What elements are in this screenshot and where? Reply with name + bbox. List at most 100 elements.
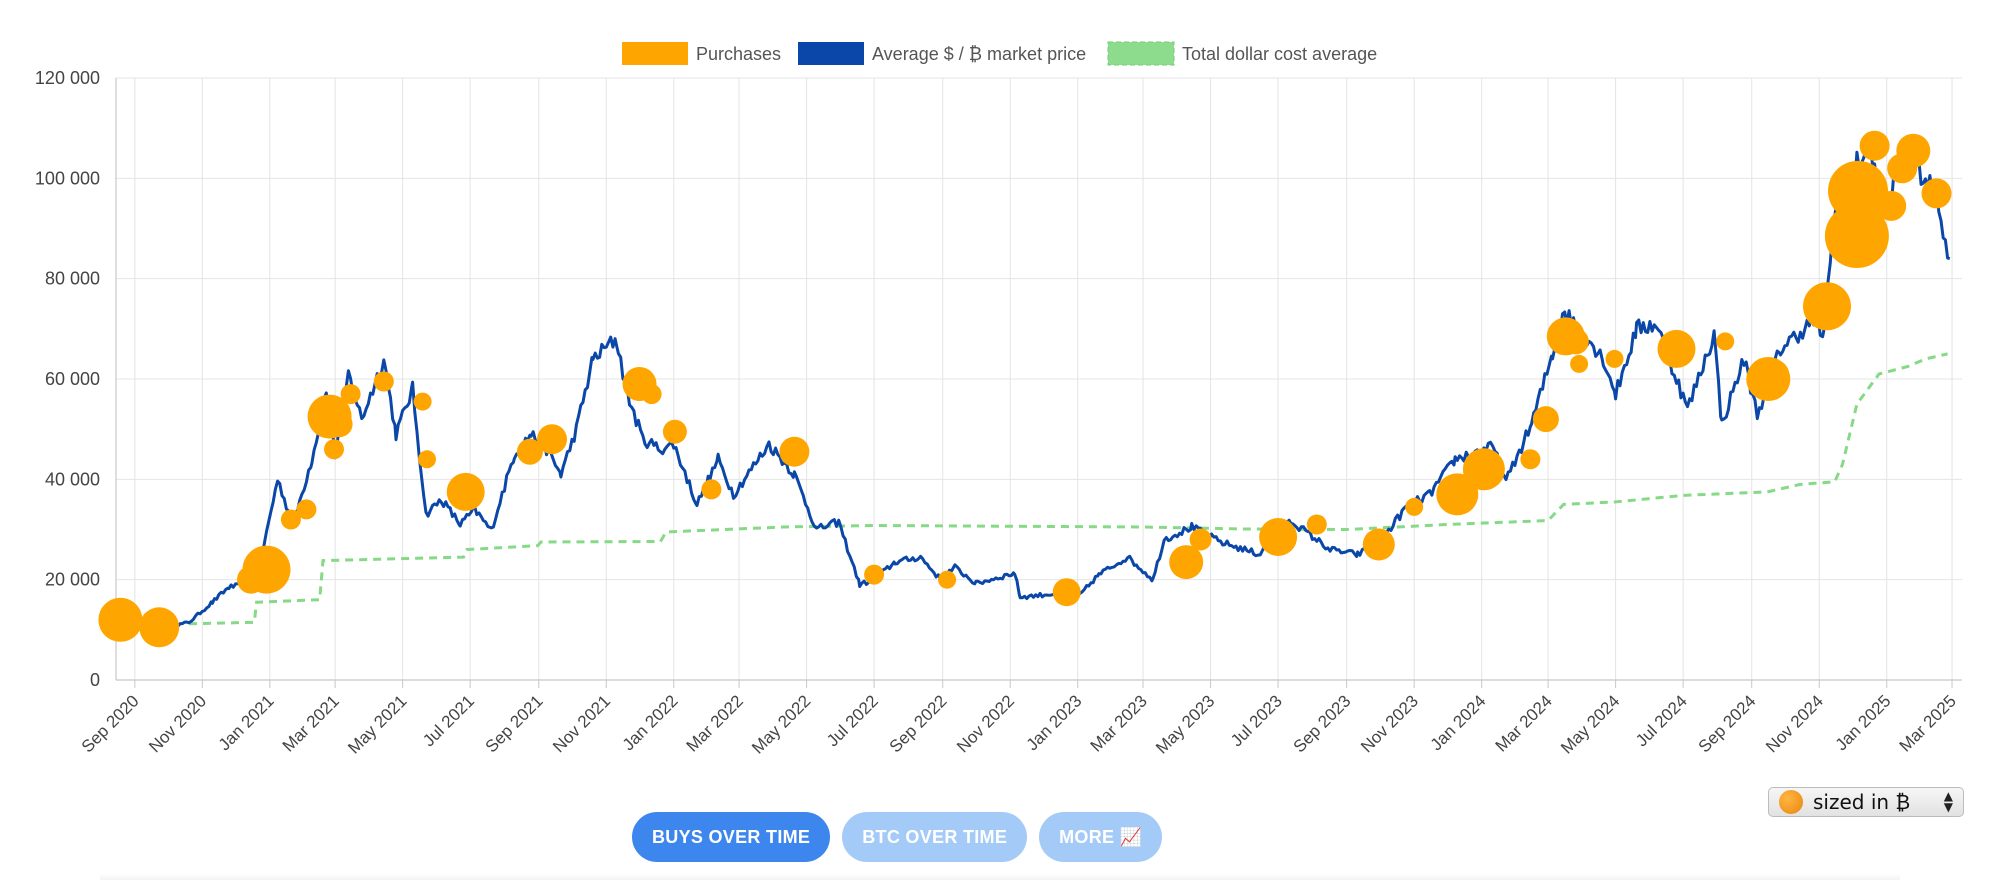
purchase-bubble[interactable] (516, 438, 543, 465)
x-axis-ticks: Sep 2020 Nov 2020 Jan 2021 Mar 2021 May 2021… (78, 691, 1960, 757)
purchase-bubble[interactable] (418, 450, 436, 469)
bubble-size-select[interactable]: sized in ₿ ▲ ▼ (1768, 787, 1964, 817)
x-tick-label: Sep 2024 (1695, 691, 1760, 756)
y-tick-label: 0 (90, 670, 100, 690)
purchase-bubble[interactable] (1605, 349, 1624, 368)
purchase-bubble[interactable] (373, 371, 394, 392)
purchase-bubble[interactable] (1462, 448, 1505, 491)
x-tick-label: Sep 2021 (482, 691, 547, 756)
purchase-bubble[interactable] (1896, 133, 1931, 168)
y-axis-ticks: 0 20 000 40 000 60 000 80 000 100 000 120 000 (35, 68, 100, 690)
legend: Purchases Average $ / ₿ market price Tot… (622, 41, 1377, 66)
select-arrows-icon: ▲ ▼ (1943, 789, 1953, 814)
market-price-line (165, 132, 1951, 630)
purchase-bubble[interactable] (1259, 518, 1298, 556)
purchase-bubble[interactable] (1169, 545, 1204, 580)
purchase-bubble[interactable] (537, 424, 567, 455)
price-series (165, 132, 1951, 630)
purchase-bubble[interactable] (701, 479, 722, 500)
purchase-bubble[interactable] (1824, 204, 1889, 268)
purchase-bubble[interactable] (326, 411, 353, 438)
purchase-bubble[interactable] (779, 436, 810, 467)
purchase-bubble[interactable] (864, 564, 885, 585)
y-tick-label: 60 000 (45, 369, 100, 389)
tab-buys-over-time[interactable]: BUYS OVER TIME (632, 812, 831, 862)
x-tick-label: Nov 2023 (1357, 691, 1422, 756)
purchase-bubble[interactable] (242, 545, 291, 594)
x-tick-label: Sep 2022 (886, 691, 951, 756)
legend-item-purchases[interactable]: Purchases (622, 42, 781, 65)
x-tick-label: Sep 2020 (78, 691, 143, 756)
x-tick-label: Mar 2023 (1087, 691, 1151, 755)
legend-swatch-purchases (622, 42, 688, 65)
x-tick-label: Mar 2022 (683, 691, 747, 755)
legend-swatch-cost-average (1107, 41, 1175, 66)
purchase-bubble[interactable] (324, 439, 344, 460)
purchase-bubble[interactable] (641, 384, 662, 405)
purchase-bubble[interactable] (1803, 282, 1851, 331)
x-tick-label: May 2021 (344, 691, 410, 757)
purchase-bubble[interactable] (1859, 130, 1890, 161)
x-tick-label: Jan 2021 (215, 691, 278, 754)
purchase-bubble[interactable] (1562, 328, 1589, 355)
view-tabs: BUYS OVER TIME BTC OVER TIME MORE 📈 (632, 812, 1163, 862)
x-tick-label: Jan 2022 (619, 691, 682, 754)
purchase-bubble[interactable] (1657, 329, 1696, 368)
purchase-bubble[interactable] (413, 392, 432, 411)
purchase-bubble[interactable] (1520, 449, 1541, 470)
x-tick-label: Jan 2025 (1832, 691, 1895, 754)
y-tick-label: 20 000 (45, 570, 100, 590)
x-tick-label: Nov 2024 (1762, 691, 1827, 756)
y-tick-label: 100 000 (35, 168, 100, 188)
purchase-bubble[interactable] (1716, 332, 1735, 351)
x-tick-label: Nov 2021 (549, 691, 614, 756)
legend-label-cost-average: Total dollar cost average (1182, 44, 1377, 64)
purchase-bubble[interactable] (1828, 160, 1888, 221)
bottom-shade (100, 874, 1900, 880)
purchase-bubble[interactable] (1052, 578, 1081, 607)
purchase-bubble[interactable] (662, 419, 687, 444)
tab-btc-over-time[interactable]: BTC OVER TIME (842, 812, 1028, 862)
purchase-bubble[interactable] (1405, 497, 1424, 516)
x-tick-label: Jul 2021 (419, 691, 478, 750)
legend-item-market-price[interactable]: Average $ / ₿ market price (798, 42, 1086, 65)
y-tick-label: 120 000 (35, 68, 100, 88)
axes (115, 78, 1962, 688)
y-tick-label: 80 000 (45, 269, 100, 289)
x-tick-label: Jul 2022 (823, 691, 882, 750)
x-tick-label: May 2022 (748, 691, 814, 757)
purchase-bubble[interactable] (340, 384, 361, 405)
legend-label-market-price: Average $ / ₿ market price (872, 44, 1086, 64)
legend-item-cost-average[interactable]: Total dollar cost average (1107, 41, 1377, 66)
x-tick-label: Jan 2023 (1023, 691, 1086, 754)
purchase-bubble[interactable] (1876, 190, 1907, 221)
purchase-bubble[interactable] (1362, 528, 1395, 561)
x-tick-label: Mar 2021 (279, 691, 343, 755)
purchases-series (98, 130, 1952, 648)
x-tick-label: May 2024 (1557, 691, 1623, 757)
purchase-bubble[interactable] (139, 607, 180, 648)
x-tick-label: Jul 2023 (1227, 691, 1286, 750)
bubble-size-select-value: sized in ₿ (1813, 789, 1911, 814)
purchase-bubble[interactable] (296, 499, 317, 520)
purchase-bubble[interactable] (1436, 473, 1479, 516)
x-tick-label: Nov 2020 (145, 691, 210, 756)
x-tick-label: Nov 2022 (953, 691, 1018, 756)
purchase-bubble[interactable] (1306, 514, 1327, 535)
purchase-bubble[interactable] (938, 570, 957, 589)
purchase-bubble[interactable] (446, 472, 485, 511)
x-tick-label: Jul 2024 (1632, 691, 1691, 750)
tab-more[interactable]: MORE 📈 (1039, 812, 1163, 862)
purchase-bubble[interactable] (280, 509, 301, 530)
purchase-bubble[interactable] (1761, 360, 1789, 388)
purchase-bubble[interactable] (98, 597, 143, 642)
purchase-bubble[interactable] (1921, 178, 1952, 209)
legend-label-purchases: Purchases (696, 44, 781, 64)
purchase-bubble[interactable] (1189, 528, 1212, 551)
x-tick-label: Sep 2023 (1290, 691, 1355, 756)
purchase-bubble[interactable] (1532, 406, 1559, 433)
grid (116, 77, 1962, 681)
purchase-bubble[interactable] (1570, 354, 1589, 373)
y-tick-label: 40 000 (45, 469, 100, 489)
